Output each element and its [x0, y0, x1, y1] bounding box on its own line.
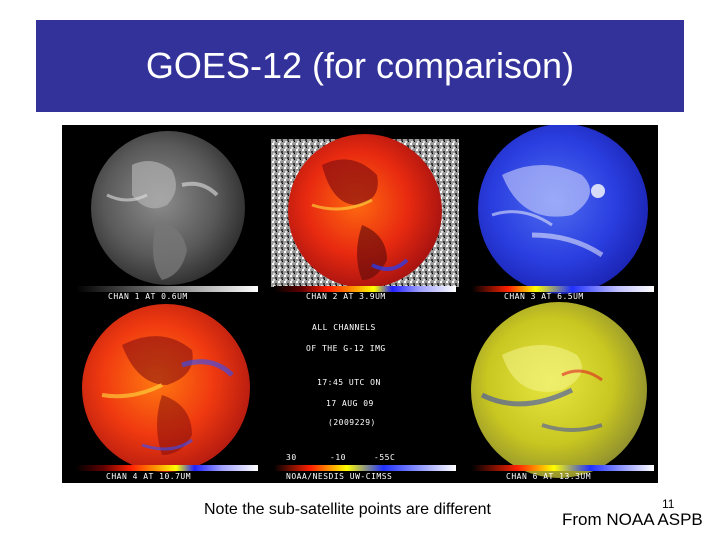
center-line-1: ALL CHANNELS: [312, 323, 376, 332]
globe-channel-1: [91, 131, 245, 285]
center-scale-right: -55C: [374, 453, 395, 462]
satellite-composite-image: CHAN 1 AT 0.6UM CHAN 2 AT 3.9UM CHAN 3 A…: [62, 125, 658, 483]
center-line-3: 17:45 UTC ON: [317, 378, 381, 387]
center-line-5: (2009229): [328, 418, 376, 427]
center-credit: NOAA/NESDIS UW-CIMSS: [286, 472, 392, 481]
source-credit: From NOAA ASPB: [562, 510, 703, 529]
colorbar-center: [274, 465, 456, 471]
colorbar-channel-3: [472, 286, 654, 292]
globe-channel-4: [82, 304, 250, 472]
slide-number: 11: [662, 497, 675, 511]
center-scale-left: 30: [286, 453, 297, 462]
label-channel-3: CHAN 3 AT 6.5UM: [504, 292, 584, 301]
label-channel-4: CHAN 4 AT 10.7UM: [106, 472, 191, 481]
colorbar-channel-2: [274, 286, 456, 292]
slide-title: GOES-12 (for comparison): [145, 45, 575, 86]
center-scale-mid: -10: [330, 453, 346, 462]
title-bar: GOES-12 (for comparison): [36, 20, 684, 112]
globe-channel-2: [271, 134, 459, 288]
satellite-composite-svg: CHAN 1 AT 0.6UM CHAN 2 AT 3.9UM CHAN 3 A…: [76, 125, 654, 481]
caption-note: Note the sub-satellite points are differ…: [204, 501, 491, 518]
colorbar-channel-6: [472, 465, 654, 471]
label-channel-1: CHAN 1 AT 0.6UM: [108, 292, 188, 301]
colorbar-channel-4: [76, 465, 258, 471]
label-channel-2: CHAN 2 AT 3.9UM: [306, 292, 386, 301]
globe-channel-3: [478, 125, 648, 294]
colorbar-channel-1: [76, 286, 258, 292]
center-line-4: 17 AUG 09: [326, 399, 374, 408]
center-line-2: OF THE G-12 IMG: [306, 344, 386, 353]
label-channel-6: CHAN 6 AT 13.3UM: [506, 472, 591, 481]
globe-channel-6: [471, 302, 647, 478]
